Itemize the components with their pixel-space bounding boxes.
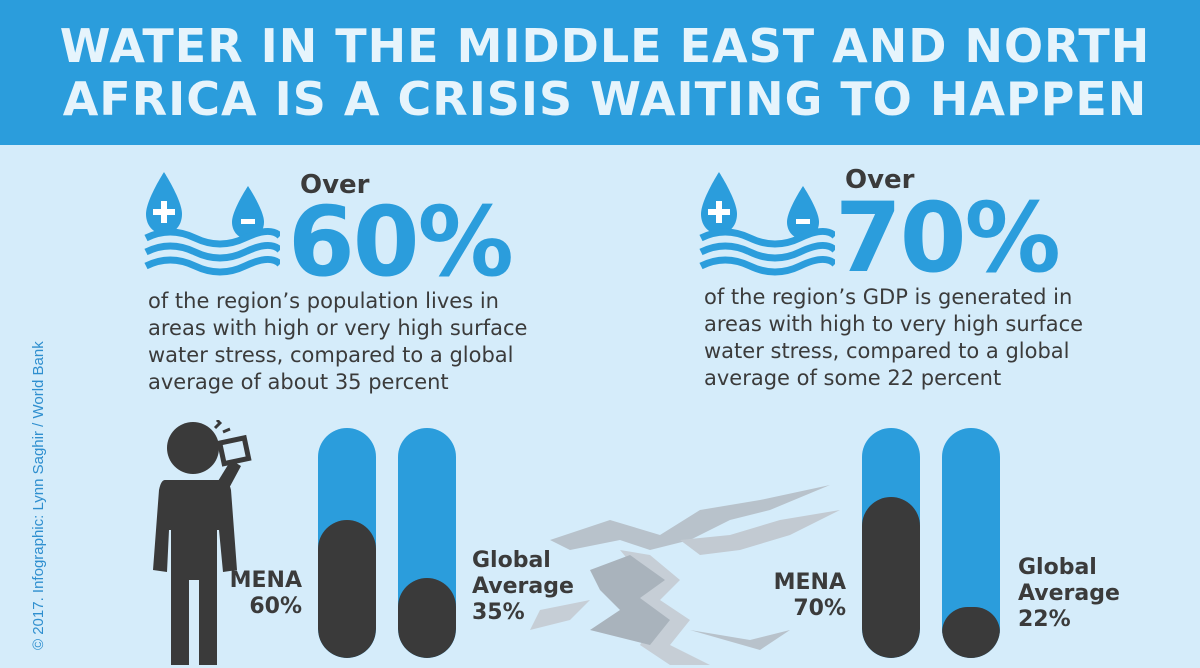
bar-label-mena: MENA 70%: [773, 570, 846, 621]
bar-global-gdp: [942, 428, 1000, 658]
stat-over-label: Over: [300, 170, 370, 200]
bar-label-global: Global Average 35%: [472, 548, 574, 625]
person-drinking-empty-glass-icon: [153, 420, 252, 665]
bar-fill: [398, 577, 456, 658]
credit-line: © 2017. Infographic: Lynn Saghir / World…: [0, 290, 47, 660]
bar-fill: [942, 607, 1000, 658]
bar-fill: [318, 520, 376, 658]
credit-text: © 2017. Infographic: Lynn Saghir / World…: [30, 341, 47, 650]
water-drops-waves-icon: [144, 172, 280, 276]
header-banner: WATER IN THE MIDDLE EAST AND NORTH AFRIC…: [0, 0, 1200, 145]
stat-description: of the region’s population lives in area…: [148, 289, 528, 394]
bar-fill: [862, 497, 920, 658]
water-drops-waves-icon: [699, 172, 835, 276]
bar-label-mena: MENA 60%: [229, 568, 302, 619]
bar-global-population: [398, 428, 456, 658]
stat-description: of the region’s GDP is generated in area…: [704, 285, 1084, 390]
page-title: WATER IN THE MIDDLE EAST AND NORTH AFRIC…: [59, 19, 1151, 126]
stat-over-label: Over: [845, 165, 915, 195]
bar-label-global: Global Average 22%: [1018, 555, 1120, 632]
bar-mena-gdp: [862, 428, 920, 658]
cracked-ground-icon: [530, 485, 840, 665]
stat-percentage: 70%: [835, 182, 1061, 294]
bar-mena-population: [318, 428, 376, 658]
stat-percentage: 60%: [288, 186, 514, 298]
